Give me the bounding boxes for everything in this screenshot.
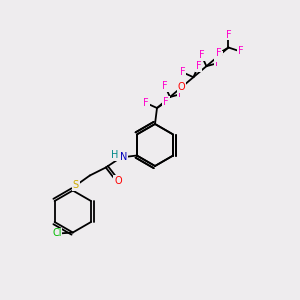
Text: F: F: [143, 98, 149, 108]
Text: F: F: [226, 29, 231, 40]
Text: F: F: [178, 89, 184, 99]
Text: F: F: [216, 49, 221, 58]
Text: F: F: [238, 46, 243, 56]
Text: F: F: [214, 58, 220, 68]
Text: S: S: [73, 181, 79, 190]
Text: F: F: [162, 81, 168, 91]
Text: O: O: [114, 176, 122, 185]
Text: H: H: [111, 151, 118, 160]
Text: F: F: [163, 97, 169, 107]
Text: F: F: [180, 67, 185, 77]
Text: F: F: [199, 50, 204, 60]
Text: Cl: Cl: [52, 229, 62, 238]
Text: F: F: [196, 61, 201, 71]
Text: O: O: [178, 82, 185, 92]
Text: O: O: [214, 51, 222, 61]
Text: N: N: [120, 152, 127, 163]
